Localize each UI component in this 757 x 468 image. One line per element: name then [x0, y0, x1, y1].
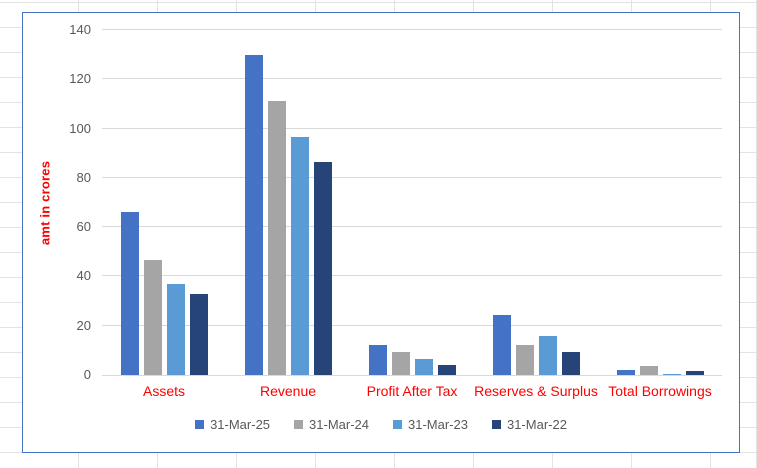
bar-31-mar-22-total-borrowings[interactable]: [685, 371, 704, 375]
legend-label: 31-Mar-25: [210, 417, 271, 432]
category-label-assets: Assets: [142, 383, 185, 399]
bar-31-mar-25-assets[interactable]: [120, 212, 139, 375]
category-label-profit-after-tax: Profit After Tax: [366, 383, 458, 399]
gridline-100: [102, 127, 722, 129]
bar-31-mar-23-assets[interactable]: [166, 283, 185, 375]
bar-31-mar-25-profit-after-tax[interactable]: [368, 344, 387, 375]
bar-group-revenue: [226, 30, 350, 375]
y-tick-label-140: 140: [69, 22, 91, 37]
bar-groups: [102, 30, 722, 375]
bar-31-mar-24-revenue[interactable]: [267, 101, 286, 375]
gridline-80: [102, 176, 722, 178]
legend-label: 31-Mar-22: [506, 417, 567, 432]
bar-31-mar-23-revenue[interactable]: [290, 137, 309, 375]
category-axis: Assets Revenue Profit After Tax Reserves & …: [102, 383, 722, 399]
bar-group-profit-after-tax: [350, 30, 474, 375]
legend-item-31-mar-22[interactable]: 31-Mar-22: [491, 417, 567, 432]
legend-item-31-mar-24[interactable]: 31-Mar-24: [294, 417, 369, 432]
gridline-40: [102, 275, 722, 277]
bar-31-mar-22-revenue[interactable]: [313, 161, 332, 375]
gridline-140: [102, 29, 722, 30]
category-label-total-borrowings: Total Borrowings: [608, 383, 712, 399]
bar-31-mar-23-total-borrowings[interactable]: [662, 373, 681, 375]
bar-group-total-borrowings: [598, 30, 722, 375]
bar-group-assets: [102, 30, 226, 375]
chart-object[interactable]: amt in crores 0 20 40 60 80 100 120 140 Assets R…: [22, 12, 740, 453]
bar-31-mar-22-reserves-surplus[interactable]: [561, 351, 580, 375]
category-label-reserves-surplus: Reserves & Surplus: [474, 383, 598, 399]
bar-31-mar-24-assets[interactable]: [143, 260, 162, 375]
y-tick-label-40: 40: [76, 268, 91, 284]
legend-item-31-mar-23[interactable]: 31-Mar-23: [393, 417, 468, 432]
y-axis-tick-labels: 0 20 40 60 80 100 120 140: [23, 13, 91, 452]
gridline-120: [102, 78, 722, 80]
bar-31-mar-23-profit-after-tax[interactable]: [414, 358, 433, 375]
bar-31-mar-24-total-borrowings[interactable]: [639, 366, 658, 375]
plot-area: [102, 29, 722, 376]
legend-label: 31-Mar-24: [309, 417, 369, 432]
legend-marker-icon: [491, 420, 501, 429]
y-tick-label-80: 80: [76, 169, 91, 185]
bar-31-mar-23-reserves-surplus[interactable]: [538, 335, 557, 375]
y-tick-label-100: 100: [69, 120, 91, 136]
category-label-revenue: Revenue: [259, 383, 317, 399]
legend-label: 31-Mar-23: [408, 417, 468, 432]
bar-31-mar-25-reserves-surplus[interactable]: [492, 314, 511, 375]
bar-31-mar-22-assets[interactable]: [189, 293, 208, 375]
bar-group-reserves-surplus: [474, 30, 598, 375]
y-tick-label-60: 60: [76, 219, 91, 235]
y-tick-label-20: 20: [76, 317, 91, 333]
bar-31-mar-24-reserves-surplus[interactable]: [515, 345, 534, 375]
bar-31-mar-22-profit-after-tax[interactable]: [437, 365, 456, 375]
legend-marker-icon: [393, 420, 402, 429]
gridline-60: [102, 226, 722, 228]
gridline-20: [102, 324, 722, 326]
bar-31-mar-25-revenue[interactable]: [244, 54, 263, 375]
legend: 31-Mar-25 31-Mar-24 31-Mar-23 31-Mar-22: [23, 417, 739, 432]
bar-31-mar-24-profit-after-tax[interactable]: [391, 351, 410, 375]
y-tick-label-0: 0: [83, 367, 91, 382]
legend-marker-icon: [195, 420, 205, 429]
legend-item-31-mar-25[interactable]: 31-Mar-25: [195, 417, 270, 432]
legend-marker-icon: [294, 420, 304, 429]
bar-31-mar-25-total-borrowings[interactable]: [616, 369, 635, 375]
y-tick-label-120: 120: [69, 71, 91, 87]
